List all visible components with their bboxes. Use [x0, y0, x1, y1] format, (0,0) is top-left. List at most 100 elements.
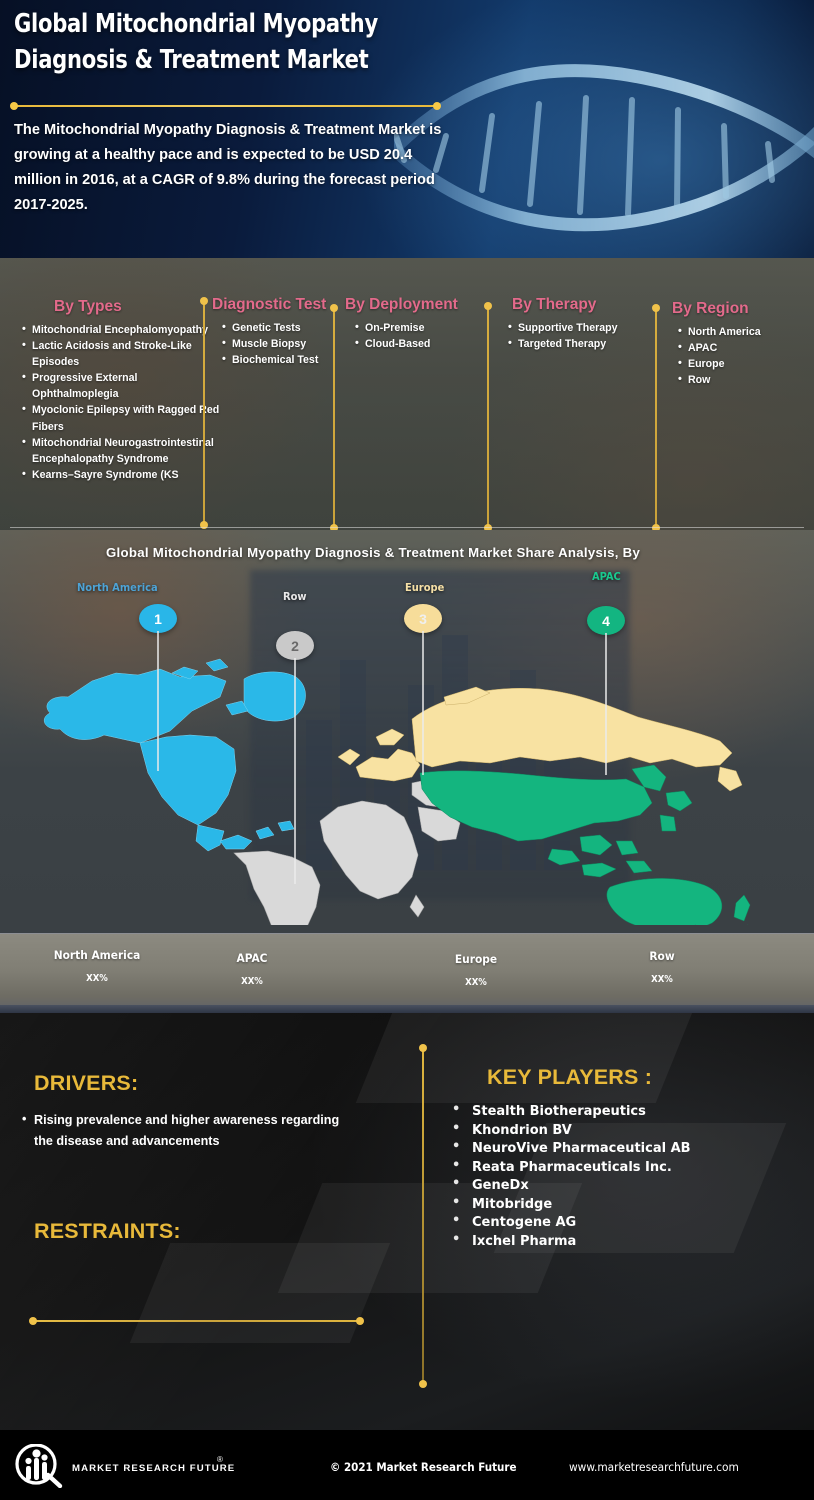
header-banner: Global Mitochondrial Myopathy Diagnosis … — [0, 0, 814, 258]
legend-item-row: Row XX% — [596, 949, 728, 985]
restraints-title: RESTRAINTS: — [34, 1219, 181, 1243]
section-connector-vertical — [418, 1044, 427, 1388]
footer-brand: MARKET RESEARCH FUTURE — [72, 1463, 236, 1474]
segment-connector-1 — [199, 297, 208, 529]
list-item: NeuroVive Pharmaceutical AB — [448, 1138, 788, 1159]
list-item: Cloud-Based — [355, 335, 485, 352]
segment-title: By Deployment — [345, 296, 458, 313]
list-item: Biochemical Test — [222, 351, 342, 368]
list-item: Stealth Biotherapeutics — [448, 1101, 788, 1122]
segment-by-therapy: By Therapy Supportive Therapy Targeted T… — [508, 296, 662, 352]
chevron-decoration — [129, 1243, 391, 1343]
marker-number: 3 — [404, 604, 442, 633]
registered-mark-icon: ® — [217, 1455, 223, 1464]
map-region-europe — [337, 686, 743, 792]
list-item: Centogene AG — [448, 1212, 788, 1233]
list-item: GeneDx — [448, 1175, 788, 1196]
legend-label: North America — [53, 948, 141, 962]
segment-connector-2 — [329, 304, 338, 530]
list-item: Supportive Therapy — [508, 319, 662, 336]
marker-label-apac: APAC — [592, 570, 621, 583]
divider-dot-right — [433, 102, 441, 110]
list-item: APAC — [678, 339, 802, 356]
list-item: Targeted Therapy — [508, 335, 662, 352]
marker-stem — [422, 631, 424, 775]
list-item: Genetic Tests — [222, 319, 342, 336]
footer-website[interactable]: www.marketresearchfuture.com — [569, 1460, 739, 1474]
map-section — [0, 530, 814, 933]
legend-item-europe: Europe XX% — [410, 952, 542, 988]
list-item: Europe — [678, 355, 802, 372]
list-item: Reata Pharmaceuticals Inc. — [448, 1157, 788, 1178]
list-item: Kearns–Sayre Syndrome (KS — [22, 466, 222, 483]
map-title: Global Mitochondrial Myopathy Diagnosis … — [106, 545, 641, 560]
segment-list: Genetic Tests Muscle Biopsy Biochemical … — [222, 319, 342, 368]
connector-dot-top — [199, 297, 208, 305]
connector-dot-top — [651, 304, 660, 312]
legend-value: XX% — [241, 976, 263, 987]
divider-dot-left — [10, 102, 18, 110]
list-item: North America — [678, 323, 802, 340]
list-item: Rising prevalence and higher awareness r… — [22, 1109, 342, 1151]
connector-dot-right — [356, 1316, 364, 1325]
list-item: Muscle Biopsy — [222, 335, 342, 352]
legend-item-apac: APAC XX% — [186, 951, 318, 987]
drivers-title: DRIVERS: — [34, 1071, 139, 1095]
key-players-list: Stealth Biotherapeutics Khondrion BV Neu… — [448, 1101, 788, 1252]
list-item: Lactic Acidosis and Stroke-Like Episodes — [22, 337, 222, 370]
marker-number: 2 — [276, 631, 314, 660]
segment-diagnostic-test: Diagnostic Test Genetic Tests Muscle Bio… — [212, 296, 342, 368]
connector-dot-left — [29, 1316, 37, 1325]
marker-label-row: Row — [283, 590, 307, 603]
list-item: Mitobridge — [448, 1194, 788, 1215]
marker-label-europe: Europe — [405, 581, 445, 594]
segment-connector-3 — [483, 302, 492, 530]
marker-stem — [294, 658, 296, 884]
legend-bottom-strip — [0, 1005, 814, 1014]
legend-value: XX% — [86, 973, 108, 984]
segment-list: North America APAC Europe Row — [678, 323, 802, 388]
segment-by-types: By Types Mitochondrial Encephalomyopathy… — [22, 298, 222, 483]
segment-title: By Types — [54, 298, 122, 315]
segment-title: By Region — [672, 300, 749, 317]
legend-value: XX% — [651, 974, 673, 985]
segment-connector-4 — [651, 304, 660, 530]
list-item: Khondrion BV — [448, 1120, 788, 1141]
list-item: Row — [678, 371, 802, 388]
header-divider — [10, 102, 441, 110]
legend-label: Europe — [454, 952, 498, 966]
dna-helix-icon — [394, 64, 814, 232]
segment-list: On-Premise Cloud-Based — [355, 319, 485, 352]
legend-value: XX% — [465, 977, 487, 988]
world-map — [43, 658, 751, 925]
list-item: Progressive External Ophthalmoplegia — [22, 369, 222, 402]
header-summary: The Mitochondrial Myopathy Diagnosis & T… — [14, 122, 442, 213]
segment-title: Diagnostic Test — [212, 296, 327, 313]
section-divider — [10, 527, 804, 529]
list-item: Ixchel Pharma — [448, 1231, 788, 1252]
marker-number: 1 — [139, 604, 177, 633]
footer-bar: MARKET RESEARCH FUTURE ® © 2021 Market R… — [0, 1430, 814, 1500]
connector-dot-top — [483, 302, 492, 310]
section-connector-horizontal — [29, 1316, 364, 1325]
connector-dot-bottom — [199, 521, 208, 529]
legend-label: APAC — [236, 951, 268, 965]
connector-dot-bottom — [418, 1380, 427, 1388]
connector-dot-top — [329, 304, 338, 312]
marker-label-north-america: North America — [77, 581, 158, 594]
map-region-apac — [419, 764, 751, 925]
segment-band: By Types Mitochondrial Encephalomyopathy… — [0, 258, 814, 530]
segment-list: Mitochondrial Encephalomyopathy Lactic A… — [22, 321, 222, 483]
legend-item-north-america: North America XX% — [22, 948, 172, 984]
page-title: Global Mitochondrial Myopathy Diagnosis … — [14, 9, 378, 75]
list-item: Mitochondrial Encephalomyopathy — [22, 321, 222, 338]
marker-stem — [605, 633, 607, 775]
connector-dot-top — [418, 1044, 427, 1052]
marker-number: 4 — [587, 606, 625, 635]
map-region-north-america — [43, 658, 306, 852]
legend-label: Row — [649, 949, 675, 963]
drivers-list: Rising prevalence and higher awareness r… — [22, 1109, 342, 1151]
segment-title: By Therapy — [512, 296, 597, 313]
market-research-future-logo-icon — [15, 1444, 63, 1488]
